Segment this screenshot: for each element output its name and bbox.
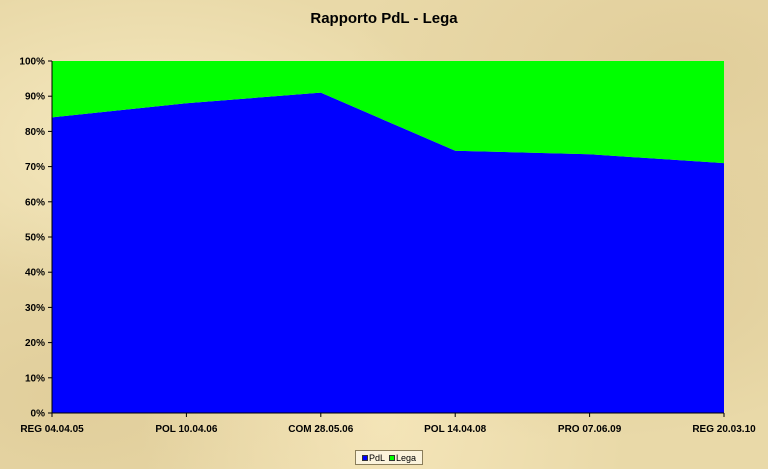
y-tick-label: 10%: [25, 373, 45, 384]
y-tick-label: 50%: [25, 233, 45, 244]
legend-swatch-lega: [388, 454, 395, 461]
y-tick-label: 60%: [25, 197, 45, 208]
y-tick-label: 100%: [19, 57, 45, 68]
chart-legend: PdL Lega: [355, 450, 423, 465]
x-tick-label: REG 20.03.10: [692, 424, 756, 435]
y-tick-label: 90%: [25, 92, 45, 103]
y-tick-label: 0%: [31, 409, 46, 420]
area-series-lega: [52, 61, 724, 164]
legend-label-lega: Lega: [395, 452, 417, 463]
x-tick-label: COM 28.05.06: [288, 424, 353, 435]
chart-title: Rapporto PdL - Lega: [310, 10, 458, 27]
x-tick-label: POL 10.04.06: [155, 424, 218, 435]
y-tick-label: 70%: [25, 162, 45, 173]
legend-entry-pdl: PdL: [361, 452, 385, 463]
y-tick-label: 80%: [25, 127, 45, 138]
y-tick-label: 30%: [25, 303, 45, 314]
legend-swatch-pdl: [361, 454, 368, 461]
legend-label-pdl: PdL: [368, 452, 385, 463]
y-tick-label: 40%: [25, 268, 45, 279]
x-tick-label: POL 14.04.08: [424, 424, 487, 435]
y-tick-label: 20%: [25, 338, 45, 349]
area-series-pdl: [52, 92, 724, 414]
x-tick-label: REG 04.04.05: [20, 424, 84, 435]
legend-entry-lega: Lega: [388, 452, 417, 463]
x-tick-label: PRO 07.06.09: [558, 424, 622, 435]
